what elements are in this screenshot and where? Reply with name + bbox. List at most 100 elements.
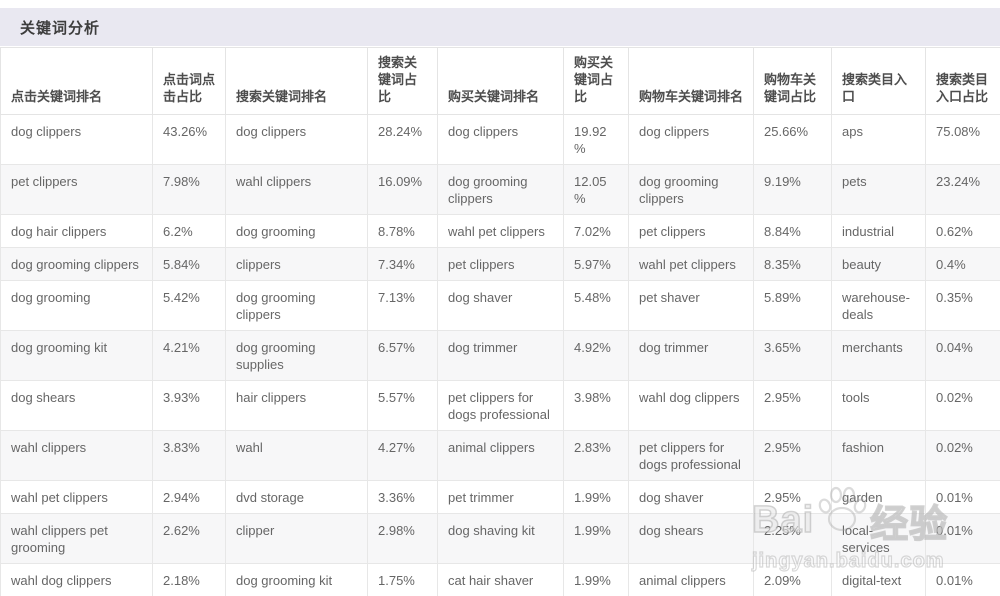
- cell: 43.26%: [152, 114, 226, 165]
- cell: 0.62%: [925, 214, 1000, 248]
- cell: dog shaver: [628, 480, 754, 514]
- cell: dog grooming clippers: [628, 164, 754, 215]
- cell: pet clippers for dogs professional: [437, 380, 564, 431]
- cell: 5.89%: [753, 280, 832, 331]
- cell: 19.92%: [563, 114, 629, 165]
- cell: 5.97%: [563, 247, 629, 281]
- cell: 25.66%: [753, 114, 832, 165]
- table-row: dog hair clippers 6.2% dog grooming 8.78% wa…: [0, 214, 1000, 248]
- cell: dog grooming kit: [0, 330, 153, 381]
- cell: 0.01%: [925, 563, 1000, 596]
- cell: wahl clippers pet grooming: [0, 513, 153, 564]
- cell: dog grooming kit: [225, 563, 368, 596]
- cell: industrial: [831, 214, 926, 248]
- cell: animal clippers: [628, 563, 754, 596]
- cell: pet clippers: [628, 214, 754, 248]
- cell: 4.27%: [367, 430, 438, 481]
- cell: 0.01%: [925, 513, 1000, 564]
- cell: 0.01%: [925, 480, 1000, 514]
- column-header-4: 搜索关键词占比: [367, 47, 438, 115]
- cell: 75.08%: [925, 114, 1000, 165]
- cell: 5.42%: [152, 280, 226, 331]
- cell: wahl pet clippers: [628, 247, 754, 281]
- table-row: dog grooming kit 4.21% dog grooming suppli…: [0, 330, 1000, 381]
- cell: 2.25%: [753, 513, 832, 564]
- cell: pet shaver: [628, 280, 754, 331]
- cell: pets: [831, 164, 926, 215]
- cell: 1.99%: [563, 563, 629, 596]
- cell: 9.19%: [753, 164, 832, 215]
- cell: 8.84%: [753, 214, 832, 248]
- section-header-bar: 关键词分析: [0, 8, 1000, 46]
- cell: 23.24%: [925, 164, 1000, 215]
- cell: digital-text: [831, 563, 926, 596]
- cell: garden: [831, 480, 926, 514]
- cell: dog clippers: [0, 114, 153, 165]
- cell: local-services: [831, 513, 926, 564]
- cell: 1.99%: [563, 480, 629, 514]
- keyword-analysis-table: 点击关键词排名 点击词点击占比 搜索关键词排名 搜索关键词占比 购买关键词排名 购买关键词…: [0, 47, 1000, 596]
- cell: hair clippers: [225, 380, 368, 431]
- cell: dog grooming supplies: [225, 330, 368, 381]
- cell: animal clippers: [437, 430, 564, 481]
- cell: wahl clippers: [0, 430, 153, 481]
- cell: 7.02%: [563, 214, 629, 248]
- cell: dog shears: [0, 380, 153, 431]
- cell: 16.09%: [367, 164, 438, 215]
- cell: dog hair clippers: [0, 214, 153, 248]
- cell: dog grooming clippers: [225, 280, 368, 331]
- cell: 1.75%: [367, 563, 438, 596]
- cell: 7.34%: [367, 247, 438, 281]
- cell: 3.36%: [367, 480, 438, 514]
- cell: pet trimmer: [437, 480, 564, 514]
- cell: 5.84%: [152, 247, 226, 281]
- column-header-9: 搜索类目入口: [831, 47, 926, 115]
- cell: 3.98%: [563, 380, 629, 431]
- cell: pet clippers for dogs professional: [628, 430, 754, 481]
- cell: 2.62%: [152, 513, 226, 564]
- cell: 2.09%: [753, 563, 832, 596]
- cell: 5.57%: [367, 380, 438, 431]
- cell: 8.35%: [753, 247, 832, 281]
- cell: 3.83%: [152, 430, 226, 481]
- cell: dog shaver: [437, 280, 564, 331]
- cell: fashion: [831, 430, 926, 481]
- cell: pet clippers: [437, 247, 564, 281]
- cell: dog clippers: [628, 114, 754, 165]
- cell: dog trimmer: [628, 330, 754, 381]
- cell: 2.95%: [753, 430, 832, 481]
- cell: 6.57%: [367, 330, 438, 381]
- cell: beauty: [831, 247, 926, 281]
- cell: 4.21%: [152, 330, 226, 381]
- table-row: wahl pet clippers 2.94% dvd storage 3.36% pe…: [0, 480, 1000, 514]
- cell: 1.99%: [563, 513, 629, 564]
- table-row: dog clippers 43.26% dog clippers 28.24% dog …: [0, 114, 1000, 165]
- cell: wahl dog clippers: [0, 563, 153, 596]
- cell: 4.92%: [563, 330, 629, 381]
- cell: 0.02%: [925, 380, 1000, 431]
- table-row: wahl clippers 3.83% wahl 4.27% animal clippe…: [0, 430, 1000, 481]
- cell: wahl clippers: [225, 164, 368, 215]
- cell: 2.95%: [753, 480, 832, 514]
- cell: wahl pet clippers: [437, 214, 564, 248]
- cell: 28.24%: [367, 114, 438, 165]
- cell: 6.2%: [152, 214, 226, 248]
- cell: dog shaving kit: [437, 513, 564, 564]
- cell: 7.98%: [152, 164, 226, 215]
- cell: 2.18%: [152, 563, 226, 596]
- cell: dog grooming clippers: [0, 247, 153, 281]
- cell: 0.35%: [925, 280, 1000, 331]
- cell: 2.83%: [563, 430, 629, 481]
- cell: 0.4%: [925, 247, 1000, 281]
- cell: dog clippers: [437, 114, 564, 165]
- cell: 8.78%: [367, 214, 438, 248]
- cell: dvd storage: [225, 480, 368, 514]
- cell: 7.13%: [367, 280, 438, 331]
- cell: aps: [831, 114, 926, 165]
- cell: wahl: [225, 430, 368, 481]
- table-header-row: 点击关键词排名 点击词点击占比 搜索关键词排名 搜索关键词占比 购买关键词排名 购买关键词…: [0, 47, 1000, 115]
- cell: 3.65%: [753, 330, 832, 381]
- cell: 2.95%: [753, 380, 832, 431]
- cell: cat hair shaver: [437, 563, 564, 596]
